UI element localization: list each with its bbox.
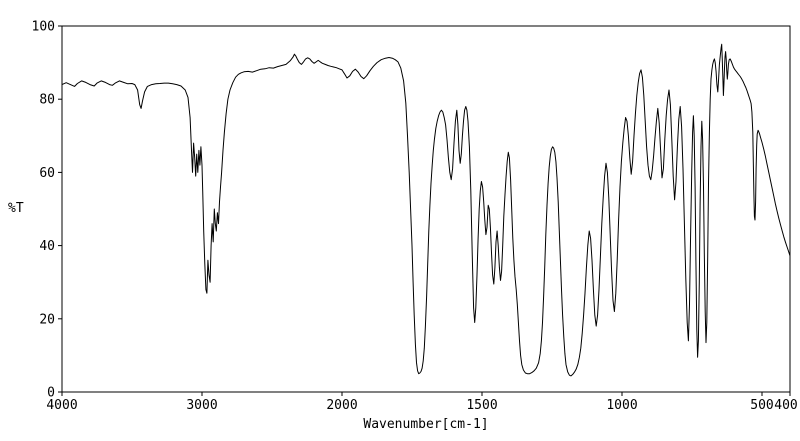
- x-tick-label: 4000: [46, 398, 77, 413]
- x-tick-label: 400: [774, 398, 797, 413]
- y-axis-title: %T: [8, 201, 24, 216]
- y-tick-label: 100: [32, 20, 55, 35]
- y-tick-label: 60: [39, 166, 55, 181]
- y-tick-label: 80: [39, 93, 55, 108]
- plot-border: [61, 25, 791, 393]
- y-tick-label: 0: [47, 386, 55, 401]
- x-tick-label: 3000: [186, 398, 217, 413]
- y-tick-label: 40: [39, 239, 55, 254]
- spectrum-trace: [61, 43, 791, 377]
- x-axis-title: Wavenumber[cm-1]: [363, 417, 489, 432]
- x-tick-label: 2000: [326, 398, 357, 413]
- x-tick-label: 1000: [606, 398, 637, 413]
- x-tick-label: 1500: [466, 398, 497, 413]
- x-tick-label: 500: [750, 398, 773, 413]
- y-tick-label: 20: [39, 312, 55, 327]
